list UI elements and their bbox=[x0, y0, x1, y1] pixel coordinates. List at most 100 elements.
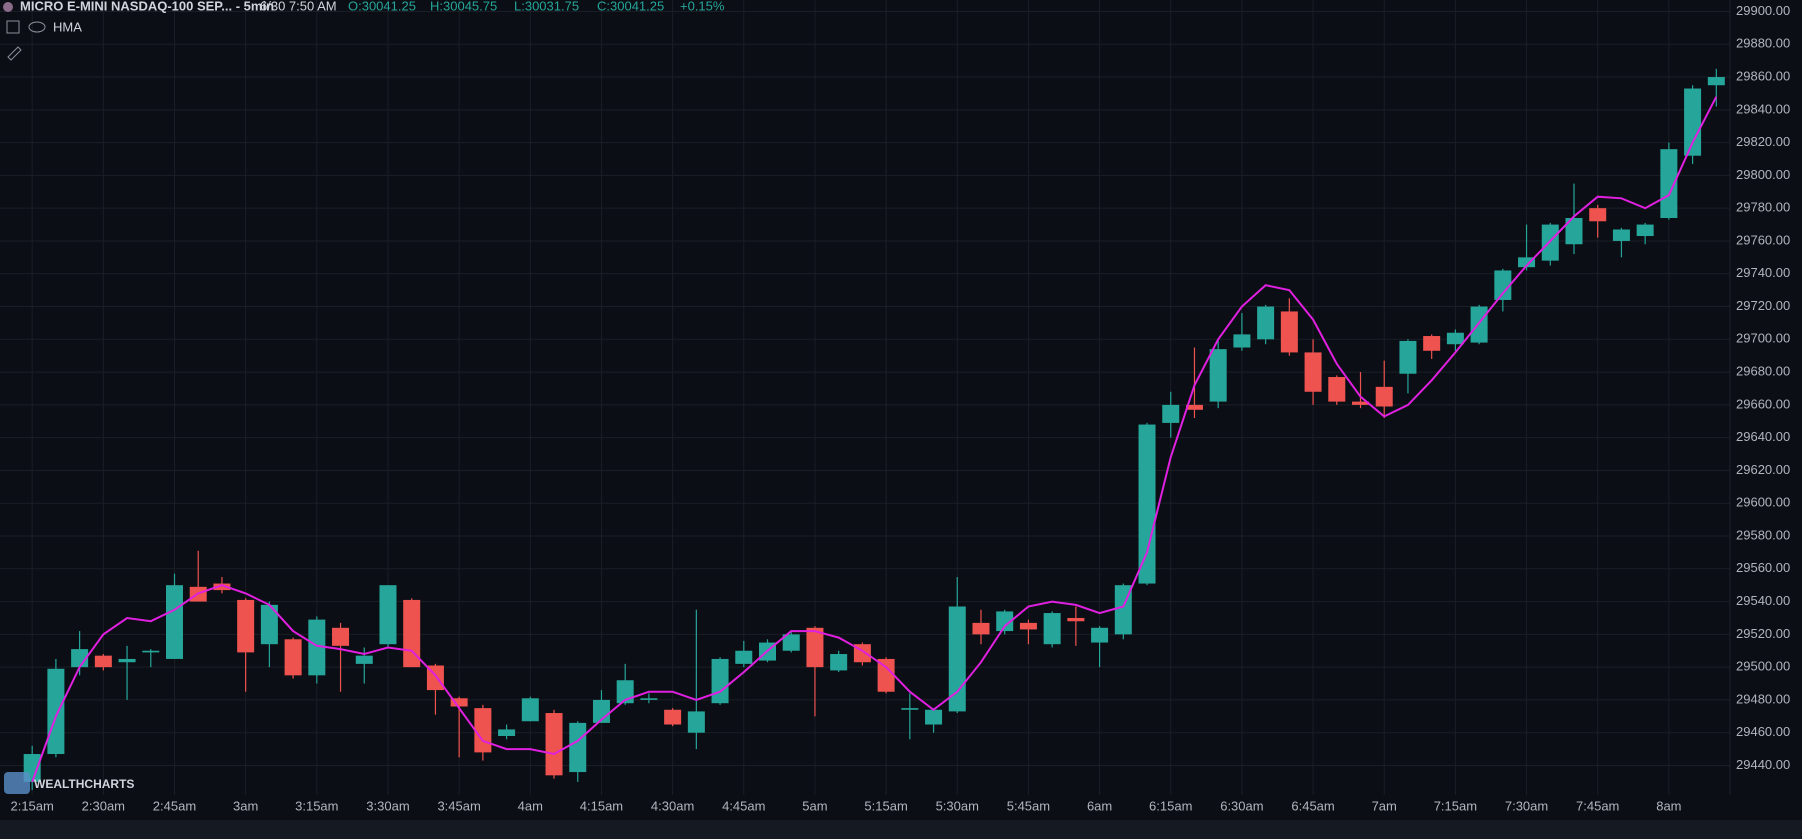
logo: WEALTHCHARTS bbox=[34, 777, 134, 791]
candle-body bbox=[972, 622, 990, 635]
draw-icon[interactable] bbox=[7, 46, 22, 61]
candle-body bbox=[687, 711, 705, 733]
candle-body bbox=[142, 650, 160, 653]
candle-body bbox=[569, 722, 587, 773]
y-tick-label: 29480.00 bbox=[1736, 691, 1790, 706]
candle-body bbox=[1209, 349, 1227, 402]
candle-body bbox=[925, 709, 943, 725]
x-tick-label: 3:45am bbox=[437, 798, 480, 813]
candle-body bbox=[877, 658, 895, 692]
symbol: MICRO E-MINI NASDAQ-100 SEP... - 5min bbox=[20, 0, 274, 13]
y-tick-label: 29840.00 bbox=[1736, 101, 1790, 116]
y-tick-label: 29760.00 bbox=[1736, 232, 1790, 247]
candle-body bbox=[260, 604, 278, 645]
candle-body bbox=[1423, 336, 1441, 351]
candle-body bbox=[521, 698, 539, 722]
candle-body bbox=[474, 708, 492, 753]
y-tick-label: 29460.00 bbox=[1736, 724, 1790, 739]
candle-body bbox=[237, 599, 255, 653]
candle-body bbox=[47, 668, 65, 755]
low: L:30031.75 bbox=[514, 0, 579, 13]
y-tick-label: 29900.00 bbox=[1736, 3, 1790, 18]
candle-body bbox=[1636, 224, 1654, 237]
candle-body bbox=[498, 729, 516, 736]
x-tick-label: 3am bbox=[233, 798, 258, 813]
x-tick-label: 3:30am bbox=[366, 798, 409, 813]
x-tick-label: 3:15am bbox=[295, 798, 338, 813]
y-tick-label: 29440.00 bbox=[1736, 757, 1790, 772]
y-tick-label: 29680.00 bbox=[1736, 364, 1790, 379]
candle-body bbox=[1304, 352, 1322, 392]
y-tick-label: 29800.00 bbox=[1736, 167, 1790, 182]
y-tick-label: 29500.00 bbox=[1736, 659, 1790, 674]
y-tick-label: 29700.00 bbox=[1736, 331, 1790, 346]
candle-body bbox=[1446, 332, 1464, 345]
y-tick-label: 29640.00 bbox=[1736, 429, 1790, 444]
candle-body bbox=[735, 650, 753, 664]
y-tick-label: 29780.00 bbox=[1736, 200, 1790, 215]
x-tick-label: 6:15am bbox=[1149, 798, 1192, 813]
candle-body bbox=[1707, 77, 1725, 86]
y-tick-label: 29820.00 bbox=[1736, 134, 1790, 149]
candle-body bbox=[1091, 627, 1109, 643]
candle-body bbox=[1328, 377, 1346, 402]
y-tick-label: 29620.00 bbox=[1736, 462, 1790, 477]
high: H:30045.75 bbox=[430, 0, 497, 13]
candle-body bbox=[1185, 404, 1203, 410]
candle-body bbox=[1352, 401, 1370, 405]
candle-body bbox=[1589, 208, 1607, 222]
y-tick-label: 29600.00 bbox=[1736, 495, 1790, 510]
collapse-icon[interactable] bbox=[6, 20, 20, 34]
symbol-icon bbox=[3, 2, 13, 12]
candle-body bbox=[355, 655, 373, 664]
y-tick-label: 29540.00 bbox=[1736, 593, 1790, 608]
x-tick-label: 7:30am bbox=[1505, 798, 1548, 813]
candle-body bbox=[1518, 257, 1536, 268]
marks bbox=[23, 68, 1725, 791]
y-tick-label: 29860.00 bbox=[1736, 68, 1790, 83]
candle-body bbox=[806, 627, 824, 668]
x-tick-label: 6:45am bbox=[1291, 798, 1334, 813]
y-tick-label: 29660.00 bbox=[1736, 396, 1790, 411]
bottom-strip bbox=[0, 820, 1802, 839]
x-tick-label: 7:45am bbox=[1576, 798, 1619, 813]
close: C:30041.25 bbox=[597, 0, 664, 13]
candle-body bbox=[782, 634, 800, 651]
candle-body bbox=[308, 619, 326, 676]
candle-body bbox=[1138, 424, 1156, 584]
x-tick-label: 7:15am bbox=[1434, 798, 1477, 813]
candle-body bbox=[901, 708, 919, 710]
change: +0.15% bbox=[680, 0, 725, 13]
y-tick-label: 29740.00 bbox=[1736, 265, 1790, 280]
candle-body bbox=[284, 639, 302, 676]
x-tick-label: 7am bbox=[1372, 798, 1397, 813]
candle-body bbox=[1612, 229, 1630, 241]
time: 6/30 7:50 AM bbox=[260, 0, 337, 13]
candle-body bbox=[664, 709, 682, 725]
indicator-name: HMA bbox=[53, 19, 82, 34]
x-tick-label: 2:15am bbox=[10, 798, 53, 813]
logo-icon bbox=[4, 772, 30, 794]
candle-body bbox=[213, 583, 231, 591]
candle-body bbox=[1565, 218, 1583, 245]
candle-body bbox=[450, 698, 468, 707]
x-tick-label: 5:15am bbox=[864, 798, 907, 813]
eye-icon[interactable] bbox=[28, 21, 46, 33]
candle-body bbox=[1494, 270, 1512, 300]
candle-body bbox=[711, 658, 729, 704]
candle-body bbox=[332, 627, 350, 646]
candle-body bbox=[1280, 311, 1298, 353]
candle-body bbox=[1162, 404, 1180, 423]
y-tick-label: 29880.00 bbox=[1736, 36, 1790, 51]
open: O:30041.25 bbox=[348, 0, 416, 13]
y-tick-label: 29580.00 bbox=[1736, 527, 1790, 542]
x-tick-label: 5:30am bbox=[936, 798, 979, 813]
hma-line bbox=[31, 96, 1718, 783]
candle-body bbox=[1257, 306, 1275, 340]
x-tick-label: 8am bbox=[1656, 798, 1681, 813]
y-tick-label: 29520.00 bbox=[1736, 626, 1790, 641]
candle-body bbox=[830, 654, 848, 671]
y-tick-label: 29720.00 bbox=[1736, 298, 1790, 313]
x-tick-label: 2:45am bbox=[153, 798, 196, 813]
